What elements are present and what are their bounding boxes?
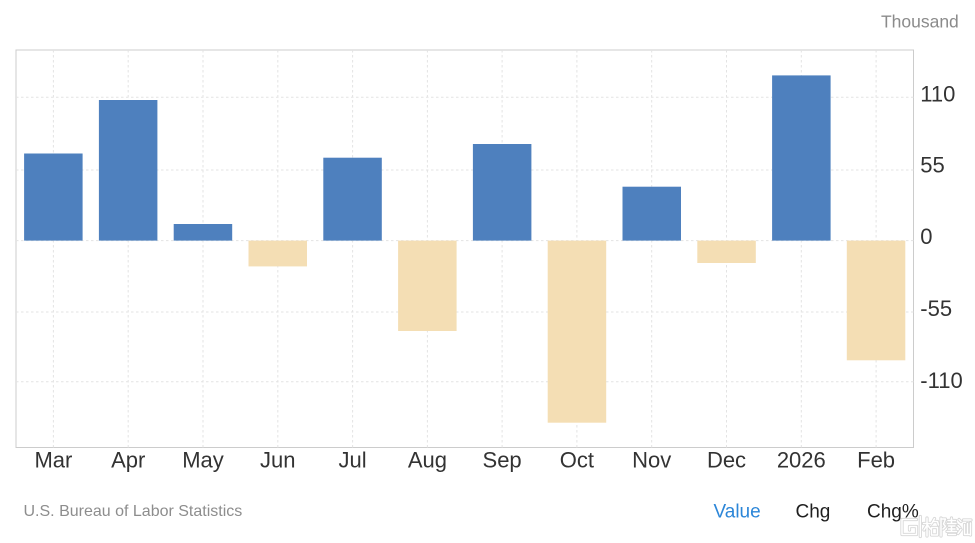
svg-text:Oct: Oct xyxy=(560,448,594,473)
svg-text:-110: -110 xyxy=(920,368,962,393)
svg-text:Sep: Sep xyxy=(483,448,522,473)
svg-text:110: 110 xyxy=(920,82,955,107)
svg-text:Thousand: Thousand xyxy=(881,11,959,31)
svg-text:Value: Value xyxy=(714,502,761,523)
svg-text:U.S. Bureau of Labor Statistic: U.S. Bureau of Labor Statistics xyxy=(24,503,243,520)
svg-text:Chg: Chg xyxy=(796,502,831,523)
svg-text:Jun: Jun xyxy=(260,448,295,473)
svg-text:Jul: Jul xyxy=(339,448,367,473)
svg-text:Apr: Apr xyxy=(111,448,145,473)
svg-text:55: 55 xyxy=(920,152,944,177)
svg-text:Mar: Mar xyxy=(34,448,72,473)
svg-text:Nov: Nov xyxy=(632,448,671,473)
svg-text:May: May xyxy=(182,448,224,473)
svg-text:2026: 2026 xyxy=(777,448,826,473)
svg-text:0: 0 xyxy=(920,224,932,249)
svg-text:Feb: Feb xyxy=(857,448,895,473)
svg-text:-55: -55 xyxy=(920,296,952,321)
svg-text:Chg%: Chg% xyxy=(867,502,919,523)
svg-text:Dec: Dec xyxy=(707,448,746,473)
svg-text:Aug: Aug xyxy=(408,448,447,473)
